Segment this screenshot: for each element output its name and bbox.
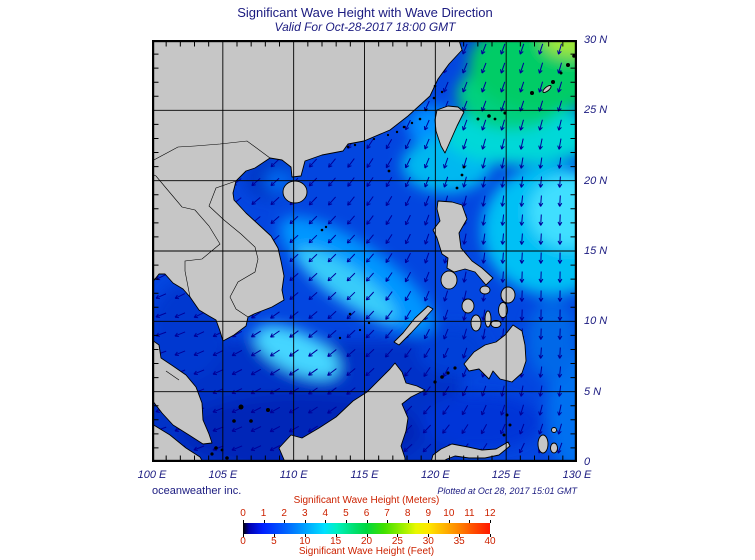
graticule-grid [152, 40, 577, 462]
land-hainan [282, 180, 308, 204]
map-frame [151, 39, 578, 463]
meters-tick-mark [490, 520, 491, 523]
land-halmahera [537, 434, 549, 454]
meters-tick-value: 1 [260, 508, 267, 519]
meters-tick-mark [243, 520, 244, 523]
meters-tick-mark [366, 520, 368, 523]
land-okinawa [542, 84, 552, 94]
feet-tick-mark [459, 534, 461, 537]
feet-tick-mark [397, 534, 399, 537]
plotted-timestamp: Plotted at Oct 28, 2017 15:01 GMT [437, 486, 577, 496]
lat-label: 10 N [584, 315, 608, 328]
lat-label: 25 N [584, 104, 608, 117]
land-mainland-asia [152, 40, 463, 342]
land-negros [470, 314, 482, 332]
land-sumatra [152, 423, 204, 462]
land-palawan [393, 305, 434, 346]
meters-tick-value: 0 [240, 508, 246, 519]
feet-tick-mark [428, 534, 430, 537]
map-plot-area [151, 39, 578, 463]
source-credit: oceanweather inc. [152, 485, 242, 497]
meters-tick-value: 4 [322, 508, 329, 519]
colorbar-gradient [243, 523, 490, 534]
meters-tick-mark [284, 520, 286, 523]
feet-tick-value: 10 [299, 536, 311, 547]
lon-label: 105 E [208, 469, 238, 481]
lon-label: 130 E [562, 469, 592, 481]
feet-tick-value: 5 [271, 536, 277, 547]
feet-tick-value: 40 [484, 536, 496, 547]
land-sulawesi [430, 441, 511, 462]
land-panay [461, 298, 475, 314]
lat-label: 0 [584, 456, 591, 468]
land-leyte [498, 302, 508, 318]
meters-tick-value: 9 [425, 508, 432, 519]
land-mindoro [440, 270, 458, 290]
meters-tick-value: 10 [443, 508, 455, 519]
colorbar-feet-label: Significant Wave Height (Feet) [298, 546, 435, 557]
meters-tick-mark [263, 520, 265, 523]
lat-label: 30 N [584, 34, 608, 46]
feet-tick-mark [304, 534, 306, 537]
meters-tick-value: 2 [281, 508, 287, 519]
meters-tick-value: 6 [363, 508, 370, 519]
meters-tick-mark [325, 520, 327, 523]
meters-tick-value: 3 [301, 508, 308, 519]
land-masbate [479, 285, 491, 295]
land-masses [152, 40, 558, 462]
feet-tick-value: 30 [422, 536, 434, 547]
lat-label: 5 N [584, 385, 602, 398]
land-mindanao [463, 324, 527, 383]
chart-subtitle: Valid For Oct-28-2017 18:00 GMT [274, 20, 456, 34]
feet-tick-mark [335, 534, 337, 537]
meters-tick-mark [345, 520, 347, 523]
meters-tick-mark [304, 520, 306, 523]
lon-label: 120 E [420, 469, 450, 481]
meters-tick-value: 7 [384, 508, 390, 519]
chart-title: Significant Wave Height with Wave Direct… [237, 5, 493, 20]
feet-tick-value: 0 [240, 536, 246, 547]
degree-tick-marks [154, 42, 575, 460]
land-halmahera-2 [550, 442, 558, 454]
land-luzon [432, 200, 494, 286]
land-borneo [278, 362, 426, 462]
lon-label: 125 E [491, 469, 521, 481]
meters-tick-mark [387, 520, 389, 523]
feet-tick-value: 25 [391, 536, 403, 547]
lon-label: 115 E [350, 469, 379, 481]
meters-tick-value: 8 [404, 508, 411, 519]
lat-label: 15 N [584, 245, 608, 257]
feet-tick-value: 35 [453, 536, 465, 547]
lat-label: 20 N [584, 174, 608, 187]
feet-tick-mark [243, 534, 244, 537]
meters-tick-mark [407, 520, 409, 523]
meters-tick-value: 5 [343, 508, 349, 519]
feet-tick-value: 15 [330, 536, 342, 547]
colorbar-meters-label: Significant Wave Height (Meters) [293, 495, 440, 506]
lon-label: 110 E [279, 469, 308, 481]
lon-label: 100 E [137, 469, 167, 481]
country-borders [152, 140, 271, 381]
land-samar [500, 286, 516, 304]
meters-tick-mark [428, 520, 430, 523]
feet-tick-value: 20 [360, 536, 373, 547]
feet-tick-mark [490, 534, 491, 537]
meters-tick-value: 12 [484, 508, 496, 519]
map-svg [151, 39, 578, 463]
meters-tick-value: 11 [464, 508, 475, 519]
meters-tick-mark [469, 520, 471, 523]
feet-tick-mark [366, 534, 368, 537]
land-morotai [551, 427, 557, 433]
land-cebu [484, 310, 492, 328]
feet-tick-mark [273, 534, 275, 537]
small-islands [210, 54, 576, 460]
land-bohol [490, 320, 502, 328]
meters-tick-mark [448, 520, 450, 523]
